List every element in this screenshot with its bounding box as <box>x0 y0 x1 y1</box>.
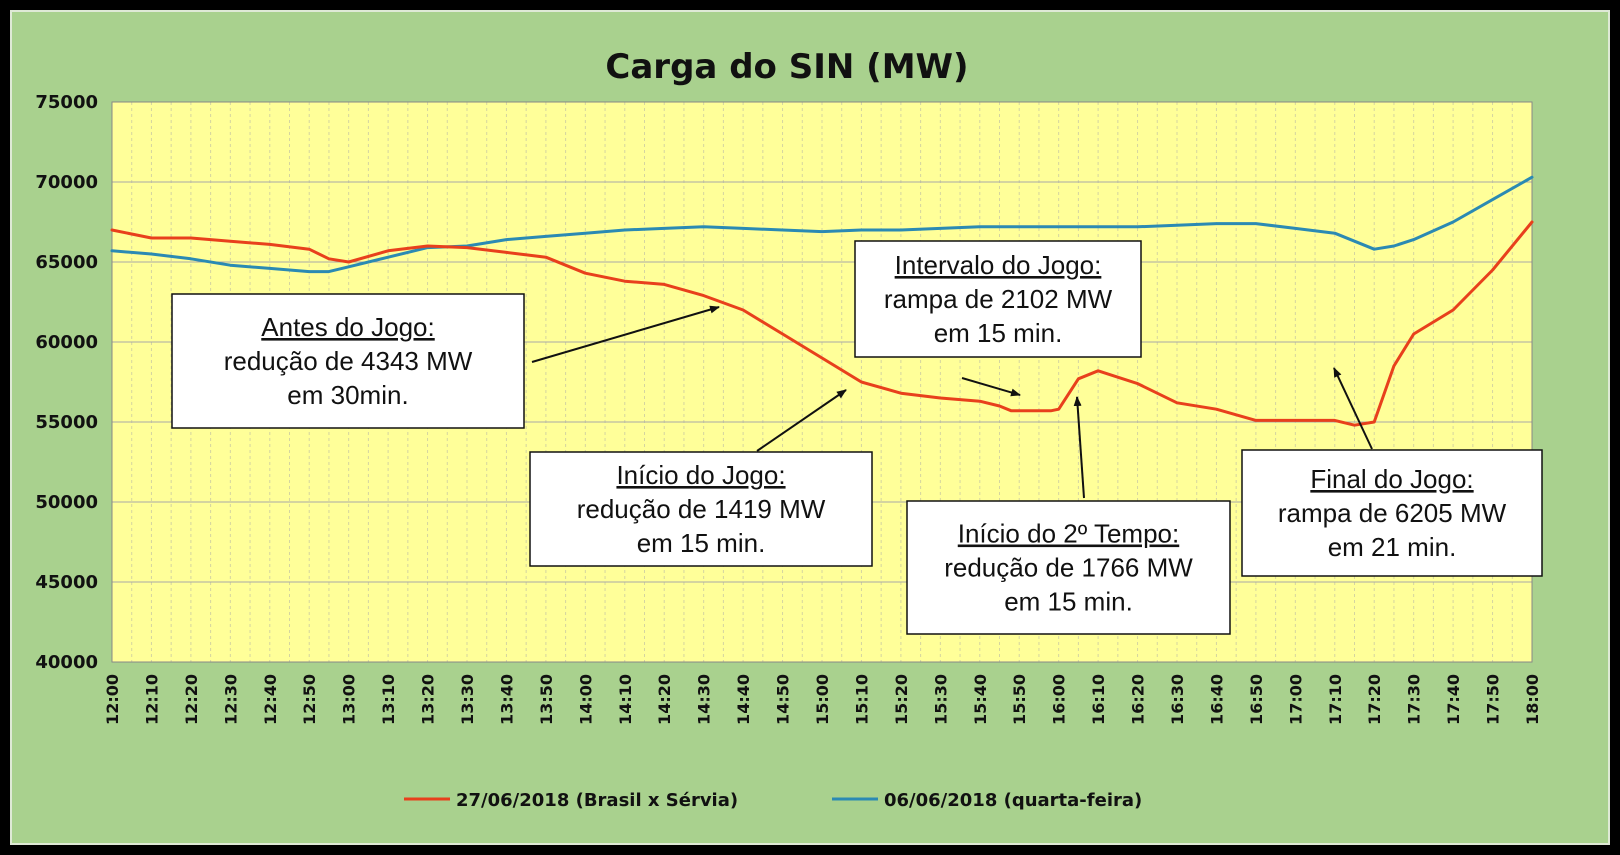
x-tick-label: 16:20 <box>1129 674 1148 725</box>
annotation-intervalo-do-jogo: Intervalo do Jogo: rampa de 2102 MW em 15 … <box>854 240 1142 397</box>
y-tick-label: 70000 <box>35 172 98 193</box>
x-tick-label: 12:30 <box>221 674 240 725</box>
x-tick-label: 14:20 <box>655 674 674 725</box>
annotation-line: em 30min. <box>287 380 408 410</box>
legend-label: 06/06/2018 (quarta-feira) <box>884 790 1142 811</box>
legend-label: 27/06/2018 (Brasil x Sérvia) <box>456 790 738 811</box>
x-tick-label: 17:20 <box>1365 674 1384 725</box>
x-tick-label: 17:50 <box>1484 674 1503 725</box>
x-tick-label: 16:00 <box>1050 674 1069 725</box>
x-tick-label: 16:30 <box>1168 674 1187 725</box>
annotations: Antes do Jogo: redução de 4343 MW em 30min… <box>171 240 1543 635</box>
annotation-arrow <box>1073 396 1085 499</box>
annotation-line: Antes do Jogo: <box>261 312 434 342</box>
y-tick-label: 60000 <box>35 332 98 353</box>
annotation-line: rampa de 6205 MW <box>1278 498 1507 528</box>
x-tick-label: 13:50 <box>537 674 556 725</box>
x-tick-label: 15:00 <box>813 674 832 725</box>
annotation-inicio-2-tempo: Início do 2º Tempo: redução de 1766 MW em … <box>906 396 1231 635</box>
x-axis: 12:00 12:10 12:20 12:30 12:40 12:50 13:00 13:10… <box>103 674 1542 725</box>
x-tick-label: 15:10 <box>852 674 871 725</box>
annotation-box <box>529 451 873 567</box>
annotation-arrow <box>756 389 847 452</box>
x-tick-label: 12:00 <box>103 674 122 725</box>
x-tick-label: 12:40 <box>261 674 280 725</box>
annotation-line: redução de 1766 MW <box>944 553 1193 583</box>
annotation-arrow <box>961 377 1021 397</box>
annotation-line: rampa de 2102 MW <box>884 284 1113 314</box>
x-tick-label: 12:10 <box>142 674 161 725</box>
annotation-line: em 15 min. <box>1004 587 1133 617</box>
annotation-line: Início do Jogo: <box>616 460 785 490</box>
annotation-line: Final do Jogo: <box>1310 464 1473 494</box>
chart-title: Carga do SIN (MW) <box>605 47 968 87</box>
y-tick-label: 50000 <box>35 492 98 513</box>
y-tick-label: 55000 <box>35 412 98 433</box>
annotation-line: em 15 min. <box>934 318 1063 348</box>
annotation-box <box>171 293 525 429</box>
x-tick-label: 16:50 <box>1247 674 1266 725</box>
x-tick-label: 14:10 <box>616 674 635 725</box>
x-tick-label: 17:00 <box>1286 674 1305 725</box>
x-tick-label: 13:10 <box>379 674 398 725</box>
annotation-inicio-do-jogo: Início do Jogo: redução de 1419 MW em 15 m… <box>529 389 873 567</box>
chart-frame: Carga do SIN (MW) 75000 70000 65000 60000 55… <box>10 10 1610 845</box>
annotation-line: em 21 min. <box>1328 532 1457 562</box>
x-tick-label: 15:30 <box>931 674 950 725</box>
x-tick-label: 14:40 <box>734 674 753 725</box>
x-tick-label: 15:40 <box>971 674 990 725</box>
legend-item: 06/06/2018 (quarta-feira) <box>832 790 1142 811</box>
x-tick-label: 18:00 <box>1523 674 1542 725</box>
y-tick-label: 65000 <box>35 252 98 273</box>
y-tick-label: 40000 <box>35 652 98 673</box>
x-tick-label: 14:00 <box>576 674 595 725</box>
chart: Carga do SIN (MW) 75000 70000 65000 60000 55… <box>35 47 1543 811</box>
y-tick-label: 45000 <box>35 572 98 593</box>
x-tick-label: 15:20 <box>892 674 911 725</box>
series-line-quarta-feira <box>110 175 1534 274</box>
x-tick-label: 13:00 <box>340 674 359 725</box>
series-line-brasil-servia <box>110 220 1534 427</box>
x-tick-label: 17:40 <box>1444 674 1463 725</box>
y-axis: 75000 70000 65000 60000 55000 50000 45000 40000 <box>35 92 98 673</box>
x-tick-label: 16:10 <box>1089 674 1108 725</box>
legend-item: 27/06/2018 (Brasil x Sérvia) <box>404 790 738 811</box>
annotation-line: redução de 1419 MW <box>577 494 826 524</box>
plot-border <box>111 101 1533 663</box>
y-tick-label: 75000 <box>35 92 98 113</box>
series-lines <box>110 175 1534 427</box>
legend: 27/06/2018 (Brasil x Sérvia) 06/06/2018 (… <box>404 790 1142 811</box>
x-tick-label: 13:40 <box>497 674 516 725</box>
annotation-line: Intervalo do Jogo: <box>895 250 1102 280</box>
x-tick-label: 13:30 <box>458 674 477 725</box>
annotation-box <box>906 500 1231 635</box>
x-tick-label: 15:50 <box>1010 674 1029 725</box>
annotation-arrow <box>531 305 720 363</box>
annotation-arrow <box>1333 367 1373 450</box>
annotation-line: em 15 min. <box>637 528 766 558</box>
x-tick-label: 12:20 <box>182 674 201 725</box>
x-tick-label: 14:30 <box>695 674 714 725</box>
x-tick-label: 14:50 <box>774 674 793 725</box>
x-tick-label: 17:10 <box>1326 674 1345 725</box>
x-tick-label: 12:50 <box>300 674 319 725</box>
annotation-line: Início do 2º Tempo: <box>958 519 1179 549</box>
annotation-antes-do-jogo: Antes do Jogo: redução de 4343 MW em 30min… <box>171 293 720 429</box>
annotation-box <box>854 240 1142 358</box>
x-tick-label: 17:30 <box>1405 674 1424 725</box>
annotation-box <box>1241 449 1543 577</box>
x-tick-label: 16:40 <box>1207 674 1226 725</box>
annotation-line: redução de 4343 MW <box>224 346 473 376</box>
x-tick-label: 13:20 <box>419 674 438 725</box>
annotation-final-do-jogo: Final do Jogo: rampa de 6205 MW em 21 min. <box>1241 367 1543 577</box>
